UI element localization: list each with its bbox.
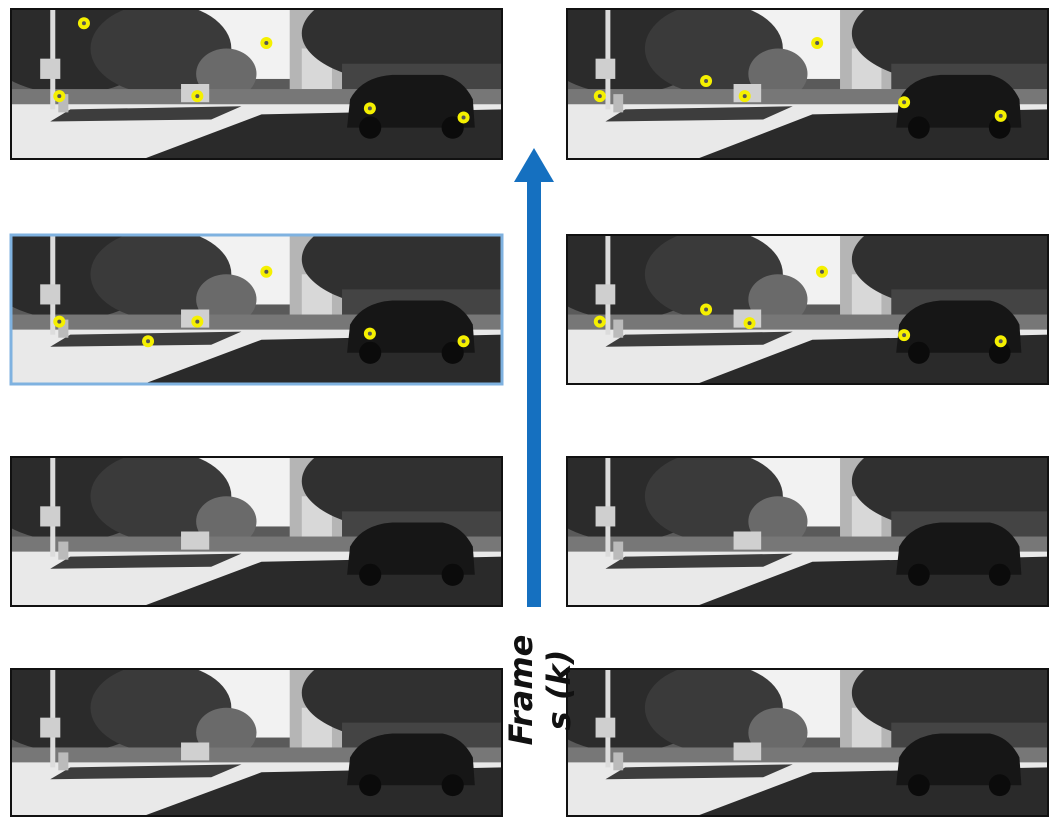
keypoint-center <box>743 94 747 98</box>
figure: Frame s (k) <box>0 0 1049 817</box>
frame-image <box>536 0 1049 160</box>
keypoint-center <box>57 320 61 324</box>
keypoint-center <box>368 332 372 336</box>
keypoint-center <box>368 106 372 110</box>
keypoint-center <box>748 321 752 325</box>
keypoint-center <box>82 21 86 25</box>
keypoint-center <box>902 333 906 337</box>
keypoint-center <box>902 100 906 104</box>
keypoint-center <box>462 115 466 119</box>
keypoint-center <box>195 94 199 98</box>
keypoint-center <box>264 41 268 45</box>
axis-label-line: s (k) <box>540 650 578 731</box>
arrow-shaft <box>527 180 541 607</box>
axis-label-line: Frame <box>502 635 540 746</box>
arrow-head <box>514 148 554 182</box>
keypoint-center <box>704 79 708 83</box>
keypoint-center <box>195 320 199 324</box>
keypoint-center <box>146 339 150 343</box>
keypoint-center <box>598 94 602 98</box>
keypoint-center <box>820 270 824 274</box>
keypoint-center <box>264 270 268 274</box>
keypoint-center <box>815 41 819 45</box>
keypoint-center <box>598 320 602 324</box>
keypoint-center <box>462 339 466 343</box>
keypoint-center <box>999 339 1003 343</box>
keypoint-center <box>704 308 708 312</box>
keypoint-center <box>999 114 1003 118</box>
keypoint-center <box>57 94 61 98</box>
